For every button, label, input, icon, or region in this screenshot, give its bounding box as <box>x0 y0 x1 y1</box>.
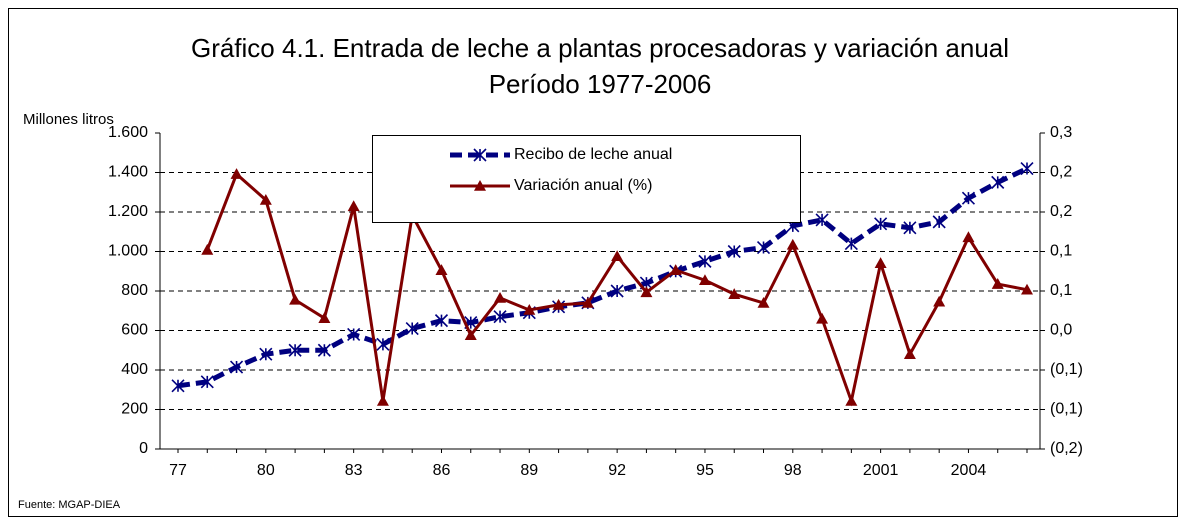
y2-tick-label: 0,2 <box>1050 164 1072 181</box>
x-tick-label: 89 <box>520 462 538 479</box>
data-point <box>347 200 360 212</box>
data-point <box>610 284 624 298</box>
legend-marker <box>474 180 486 191</box>
data-point <box>816 312 829 324</box>
data-point <box>669 264 682 275</box>
data-point <box>288 343 302 357</box>
x-tick-label: 2001 <box>863 462 899 479</box>
data-point <box>523 303 536 315</box>
x-tick-label: 95 <box>696 462 714 479</box>
y2-tick-label: (0,1) <box>1050 361 1083 378</box>
data-point <box>317 343 331 357</box>
data-point <box>933 295 946 307</box>
data-point <box>200 375 214 389</box>
data-point <box>289 293 302 305</box>
data-point <box>552 298 565 310</box>
data-point <box>259 193 272 205</box>
data-point <box>229 360 244 374</box>
y-tick-label: 1.200 <box>108 203 148 220</box>
y-tick-label: 1.600 <box>108 124 148 141</box>
data-point <box>815 213 829 227</box>
data-point <box>611 250 624 262</box>
data-point <box>991 175 1005 189</box>
y-axis-label: Millones litros <box>23 111 114 128</box>
data-point <box>493 310 507 324</box>
y-tick-label: 1.400 <box>108 164 148 181</box>
data-point <box>756 240 771 255</box>
data-point <box>786 238 799 250</box>
data-point <box>874 257 887 268</box>
data-point <box>230 168 243 179</box>
y2-tick-label: 0,1 <box>1050 282 1072 299</box>
data-point <box>903 348 916 359</box>
x-tick-label: 86 <box>433 462 451 479</box>
data-point <box>962 231 975 243</box>
data-point <box>581 297 594 308</box>
legend-label: Recibo de leche anual <box>514 146 672 163</box>
y-tick-label: 800 <box>121 282 148 299</box>
data-point <box>757 297 770 308</box>
data-point <box>961 191 976 205</box>
data-point <box>464 329 477 341</box>
legend-marker <box>473 148 487 162</box>
source-note: Fuente: MGAP-DIEA <box>18 499 121 511</box>
x-tick-label: 98 <box>784 462 802 479</box>
y-tick-label: 600 <box>121 322 148 339</box>
y-tick-label: 1.000 <box>108 243 148 260</box>
x-tick-label: 2004 <box>951 462 987 479</box>
data-point <box>259 347 273 361</box>
data-point <box>434 314 449 328</box>
y2-tick-label: (0,1) <box>1050 401 1083 418</box>
data-point <box>376 394 389 406</box>
data-point <box>844 237 858 251</box>
y2-tick-label: (0,2) <box>1050 440 1083 457</box>
y2-tick-label: 0,3 <box>1050 124 1072 141</box>
data-point <box>698 254 712 268</box>
x-tick-label: 92 <box>608 462 626 479</box>
y2-tick-label: 0,2 <box>1050 203 1072 220</box>
legend-label: Variación anual (%) <box>514 177 652 194</box>
series-line <box>177 166 1029 389</box>
y2-tick-label: 0,0 <box>1050 322 1072 339</box>
data-point <box>201 243 214 255</box>
data-point <box>1020 161 1034 176</box>
data-point <box>728 288 741 299</box>
legend-box <box>372 135 801 223</box>
chart-frame <box>8 8 1178 517</box>
data-point <box>932 215 946 229</box>
y-tick-label: 0 <box>139 440 148 457</box>
data-point <box>318 312 331 323</box>
data-point <box>494 291 507 303</box>
data-point <box>1021 283 1033 295</box>
data-point <box>874 217 888 231</box>
data-point <box>845 394 858 406</box>
data-point <box>698 274 711 286</box>
y-tick-label: 200 <box>121 401 148 418</box>
data-point <box>376 337 390 351</box>
chart-title: Gráfico 4.1. Entrada de leche a plantas … <box>191 33 1009 63</box>
x-tick-label: 83 <box>345 462 363 479</box>
data-point <box>727 244 741 259</box>
chart-subtitle: Período 1977-2006 <box>489 69 712 99</box>
data-point <box>640 286 653 298</box>
data-point <box>903 221 917 235</box>
data-point <box>405 321 419 336</box>
x-tick-label: 77 <box>169 462 187 479</box>
x-tick-label: 80 <box>257 462 275 479</box>
data-point <box>347 327 361 342</box>
y2-tick-label: 0,1 <box>1050 243 1072 260</box>
y-tick-label: 400 <box>121 361 148 378</box>
data-point <box>171 379 185 393</box>
data-point <box>435 264 448 275</box>
data-point <box>991 278 1004 289</box>
